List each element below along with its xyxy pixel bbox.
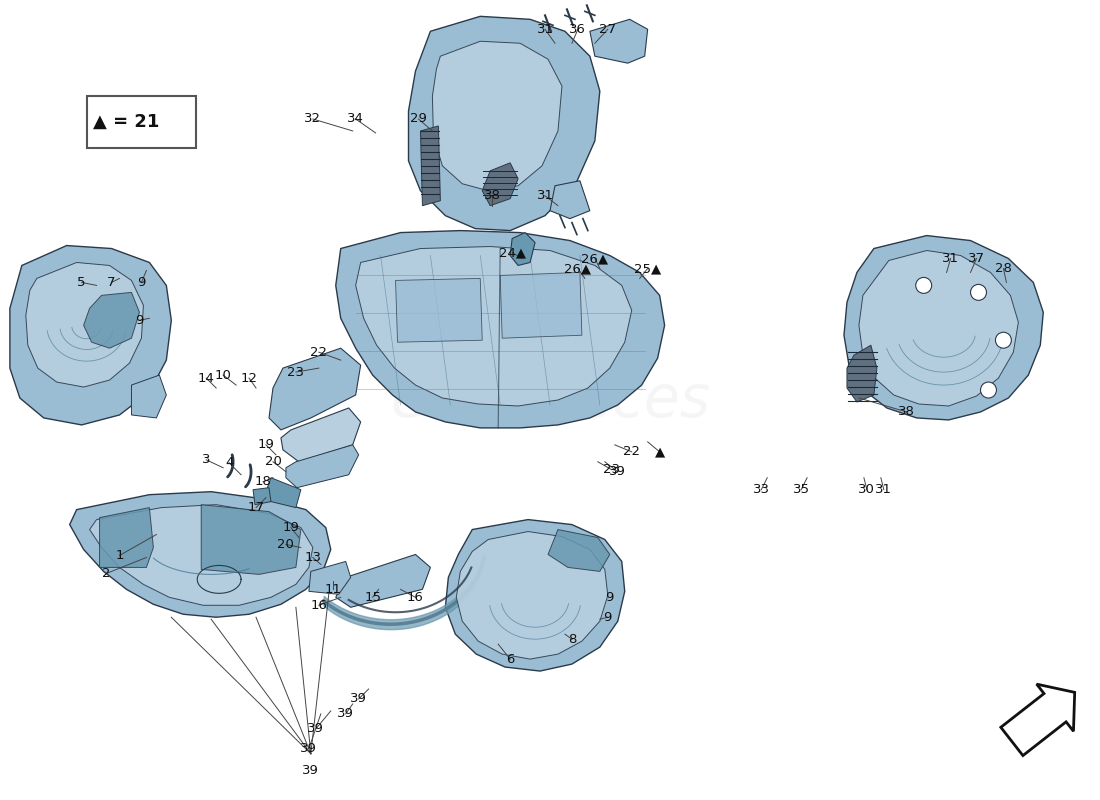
Text: 10: 10 (214, 369, 232, 382)
Text: 17: 17 (248, 501, 264, 514)
Text: 38: 38 (484, 190, 500, 202)
Polygon shape (263, 478, 301, 508)
Text: 13: 13 (305, 551, 321, 564)
Polygon shape (253, 488, 271, 505)
Text: 35: 35 (793, 483, 810, 496)
Polygon shape (420, 126, 440, 206)
Text: 22: 22 (310, 346, 328, 358)
Polygon shape (355, 246, 631, 406)
Text: 6: 6 (506, 653, 515, 666)
Text: 32: 32 (305, 113, 321, 126)
Polygon shape (280, 408, 361, 462)
Polygon shape (847, 345, 877, 402)
Circle shape (970, 285, 987, 300)
Text: 9: 9 (606, 591, 614, 604)
Text: 34: 34 (348, 113, 364, 126)
Text: 2: 2 (102, 567, 111, 580)
Polygon shape (456, 531, 608, 659)
Text: 9: 9 (135, 314, 144, 326)
Text: 20: 20 (264, 455, 282, 468)
Polygon shape (270, 348, 361, 430)
Text: 23: 23 (287, 366, 305, 378)
Polygon shape (432, 42, 562, 190)
Polygon shape (336, 554, 430, 607)
Polygon shape (10, 246, 172, 425)
Text: 39: 39 (350, 693, 367, 706)
Text: 20: 20 (277, 538, 295, 551)
Text: 9: 9 (604, 610, 612, 624)
Polygon shape (859, 250, 1019, 406)
Text: 19: 19 (283, 521, 299, 534)
Text: 5: 5 (77, 276, 86, 289)
Polygon shape (590, 19, 648, 63)
Text: 39: 39 (609, 466, 626, 478)
Text: 15: 15 (364, 591, 381, 604)
Circle shape (996, 332, 1011, 348)
Text: 39: 39 (302, 764, 319, 777)
Text: 31: 31 (537, 22, 553, 36)
Text: 19: 19 (257, 438, 274, 451)
Polygon shape (132, 375, 166, 418)
Text: 33: 33 (752, 483, 770, 496)
Text: 24▲: 24▲ (498, 246, 526, 259)
Text: 31: 31 (876, 483, 892, 496)
Polygon shape (286, 445, 359, 488)
Text: 11: 11 (324, 583, 341, 596)
Polygon shape (510, 233, 535, 266)
Polygon shape (1001, 684, 1075, 755)
Text: 26▲: 26▲ (564, 262, 592, 275)
Text: europieces: europieces (389, 371, 711, 429)
Circle shape (980, 382, 997, 398)
Polygon shape (500, 273, 582, 338)
Circle shape (915, 278, 932, 294)
Polygon shape (309, 562, 351, 594)
Polygon shape (446, 519, 625, 671)
Text: 39: 39 (338, 707, 354, 721)
Polygon shape (482, 163, 518, 206)
Polygon shape (89, 505, 312, 606)
Text: 37: 37 (968, 252, 984, 265)
Text: 12: 12 (241, 371, 257, 385)
Text: 39: 39 (300, 742, 317, 755)
Text: 9: 9 (138, 276, 145, 289)
Text: 8: 8 (568, 633, 576, 646)
Polygon shape (336, 230, 664, 428)
Text: 16: 16 (310, 598, 327, 612)
Text: 3: 3 (202, 454, 210, 466)
Text: 38: 38 (899, 406, 915, 418)
Text: ▲: ▲ (654, 446, 664, 458)
Text: 25▲: 25▲ (634, 262, 661, 275)
Polygon shape (550, 181, 590, 218)
Text: 23: 23 (603, 463, 620, 476)
Text: 36: 36 (570, 22, 586, 36)
Text: 14: 14 (198, 371, 214, 385)
Text: 26▲: 26▲ (581, 252, 608, 265)
Text: 31: 31 (537, 190, 553, 202)
Polygon shape (100, 508, 153, 567)
Text: 4: 4 (224, 456, 233, 470)
Polygon shape (408, 16, 600, 230)
Polygon shape (844, 235, 1043, 420)
FancyBboxPatch shape (87, 96, 196, 148)
Text: 1: 1 (116, 549, 124, 562)
Text: 22: 22 (624, 446, 640, 458)
Text: 30: 30 (858, 483, 876, 496)
Polygon shape (84, 292, 140, 348)
Polygon shape (396, 278, 482, 342)
Polygon shape (201, 505, 301, 574)
Text: 28: 28 (996, 262, 1012, 275)
Polygon shape (69, 492, 331, 618)
Text: 7: 7 (108, 276, 115, 289)
Text: 27: 27 (600, 22, 616, 36)
Text: 29: 29 (410, 113, 427, 126)
Polygon shape (25, 262, 143, 387)
Text: 31: 31 (942, 252, 959, 265)
Text: 16: 16 (407, 591, 424, 604)
Text: 39: 39 (307, 722, 324, 735)
Text: ▲ = 21: ▲ = 21 (92, 113, 160, 131)
Polygon shape (548, 530, 609, 571)
Text: 18: 18 (254, 475, 272, 488)
